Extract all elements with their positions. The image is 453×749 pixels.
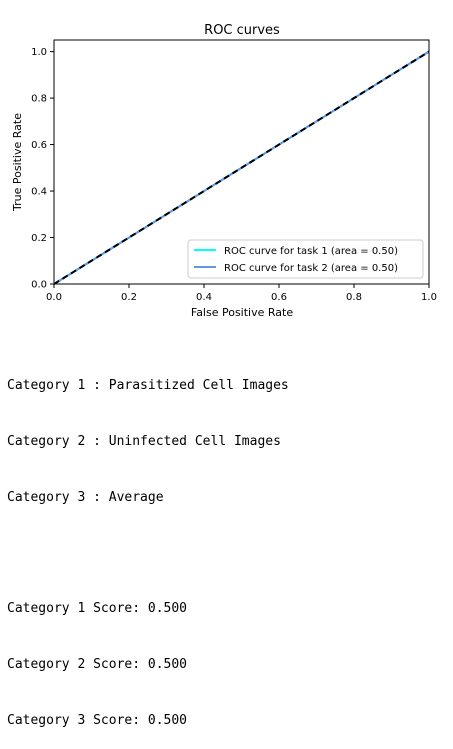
score-line-1: Category 1 Score: 0.500	[7, 601, 188, 617]
category-line-1: Category 1 : Parasitized Cell Images	[7, 378, 289, 394]
score-line-2: Category 2 Score: 0.500	[7, 657, 188, 673]
category-line-2: Category 2 : Uninfected Cell Images	[7, 433, 281, 449]
legend-label-task-2: ROC curve for task 2 (area = 0.50)	[224, 263, 398, 274]
x-tick-label: 0.0	[46, 292, 62, 303]
console-output: Category 1 : Parasitized Cell Images Cat…	[7, 340, 289, 749]
y-tick-label: 0.8	[31, 94, 47, 105]
chart-title: ROC curves	[204, 23, 280, 38]
x-axis-label: False Positive Rate	[191, 306, 293, 319]
y-axis-label: True Positive Rate	[11, 113, 24, 212]
legend-frame	[187, 239, 424, 279]
category-line-3: Category 3 : Average	[7, 489, 164, 505]
y-axis-ticks: 0.0 0.2 0.4 0.6 0.8 1.0	[31, 47, 54, 291]
x-tick-label: 0.8	[346, 292, 362, 303]
score-line-3: Category 3 Score: 0.500	[7, 712, 188, 728]
legend: ROC curve for task 1 (area = 0.50) ROC c…	[187, 239, 424, 279]
series-layer	[53, 50, 430, 285]
y-tick-label: 0.4	[31, 187, 47, 198]
x-tick-label: 1.0	[421, 292, 437, 303]
y-tick-label: 0.6	[31, 140, 47, 151]
y-tick-label: 0.2	[31, 233, 47, 244]
y-tick-label: 1.0	[31, 47, 47, 58]
y-tick-label: 0.0	[31, 280, 47, 291]
blank-line	[7, 545, 289, 564]
x-axis-ticks: 0.0 0.2 0.4 0.6 0.8 1.0	[46, 284, 437, 303]
diagonal-reference-line	[53, 50, 430, 285]
roc-chart: ROC curves 0.0 0.2 0.4 0.6 0.8 1.0 0.00.20.40…	[11, 23, 437, 319]
legend-label-task-1: ROC curve for task 1 (area = 0.50)	[224, 246, 398, 257]
x-tick-label: 0.2	[121, 292, 137, 303]
x-tick-label: 0.4	[196, 292, 212, 303]
x-tick-label: 0.6	[271, 292, 287, 303]
